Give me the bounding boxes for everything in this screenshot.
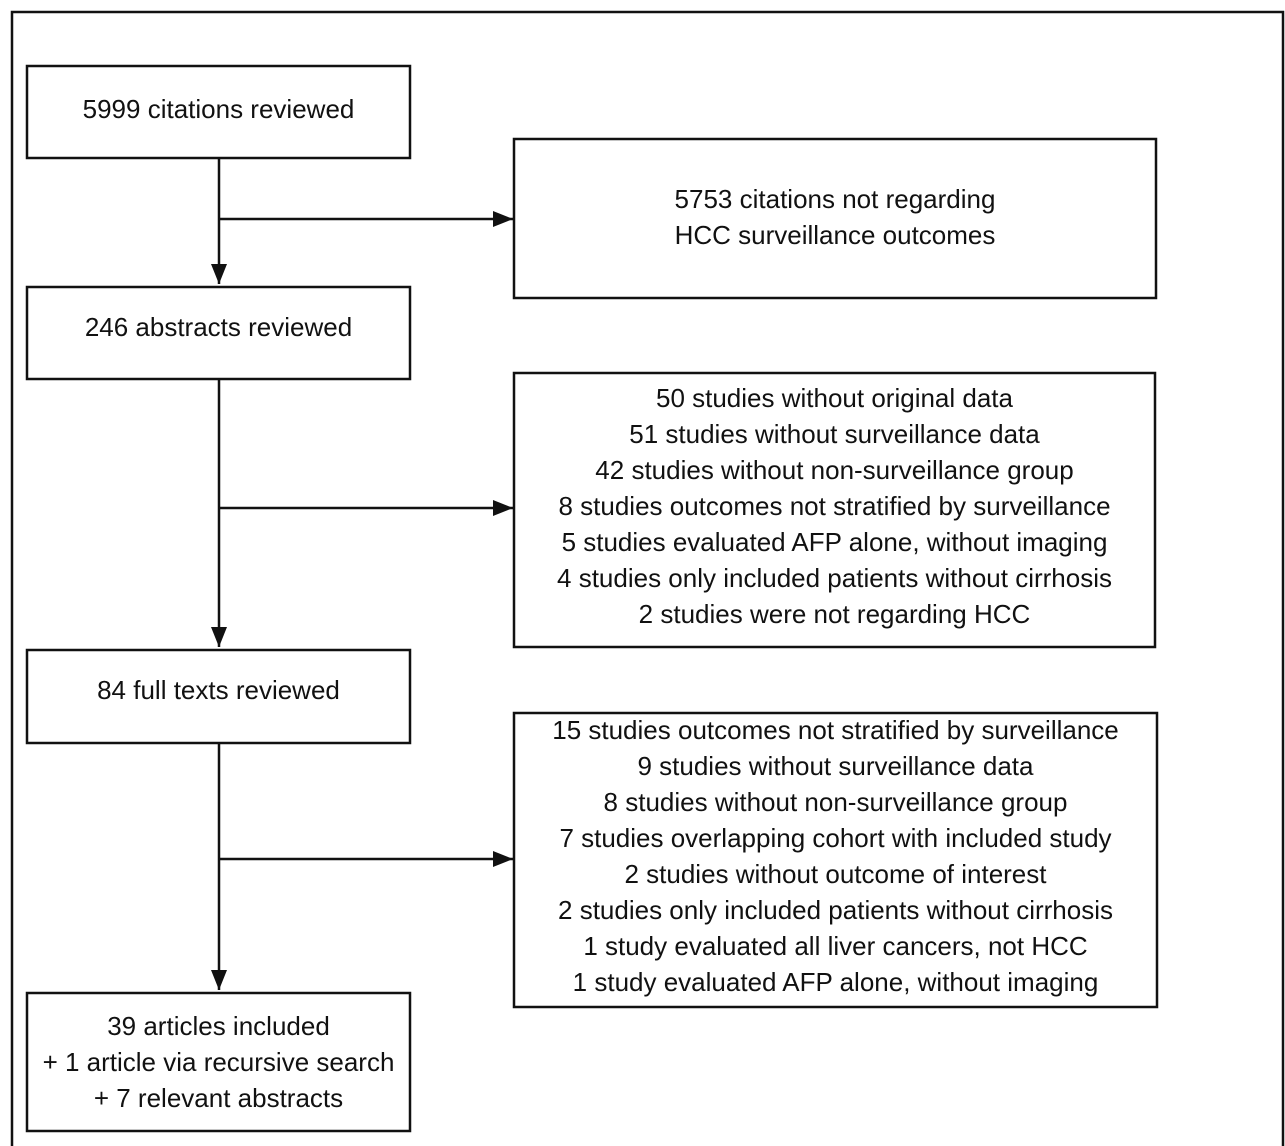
flow-node: 246 abstracts reviewed xyxy=(25,285,412,381)
node-text: 15 studies outcomes not stratified by su… xyxy=(552,715,1119,745)
node-text: 1 study evaluated all liver cancers, not… xyxy=(583,931,1087,961)
node-text: 5753 citations not regarding xyxy=(675,184,996,214)
node-box xyxy=(512,137,1158,300)
flow-node: 5753 citations not regarding HCC surveill… xyxy=(512,137,1158,300)
node-box xyxy=(25,64,412,160)
node-text: 5 studies evaluated AFP alone, without i… xyxy=(562,527,1108,557)
node-text: 4 studies only included patients without… xyxy=(557,563,1112,593)
node-box xyxy=(25,991,412,1133)
node-text: 2 studies only included patients without… xyxy=(558,895,1113,925)
node-box xyxy=(25,285,412,381)
node-text: 9 studies without surveillance data xyxy=(637,751,1034,781)
flow-node: 84 full texts reviewed xyxy=(25,648,412,745)
node-text: 8 studies outcomes not stratified by sur… xyxy=(558,491,1110,521)
node-text: HCC surveillance outcomes xyxy=(675,220,996,250)
node-text: 84 full texts reviewed xyxy=(97,675,340,705)
node-text: 7 studies overlapping cohort with includ… xyxy=(559,823,1111,853)
outer-border xyxy=(10,10,1285,1146)
node-text: 51 studies without surveillance data xyxy=(629,419,1040,449)
flow-node: 50 studies without original data 51 studi… xyxy=(512,371,1157,649)
connectors xyxy=(211,158,513,990)
node-text: 1 study evaluated AFP alone, without ima… xyxy=(573,967,1099,997)
node-text: 8 studies without non-surveillance group xyxy=(604,787,1068,817)
node-box xyxy=(512,371,1157,649)
node-text: 39 articles included xyxy=(107,1011,330,1041)
node-text: + 1 article via recursive search xyxy=(43,1047,395,1077)
node-text: 42 studies without non-surveillance grou… xyxy=(595,455,1073,485)
flow-node: 5999 citations reviewed xyxy=(25,64,412,160)
node-text: 5999 citations reviewed xyxy=(83,94,355,124)
node-text: 50 studies without original data xyxy=(656,383,1014,413)
node-text: 246 abstracts reviewed xyxy=(85,312,352,342)
flow-node: 15 studies outcomes not stratified by su… xyxy=(512,711,1159,1009)
node-text: + 7 relevant abstracts xyxy=(94,1083,343,1113)
node-box xyxy=(25,648,412,745)
node-text: 2 studies without outcome of interest xyxy=(624,859,1047,889)
node-text: 2 studies were not regarding HCC xyxy=(639,599,1031,629)
node-box xyxy=(512,711,1159,1009)
flow-node: 39 articles included + 1 article via recu… xyxy=(25,991,412,1133)
